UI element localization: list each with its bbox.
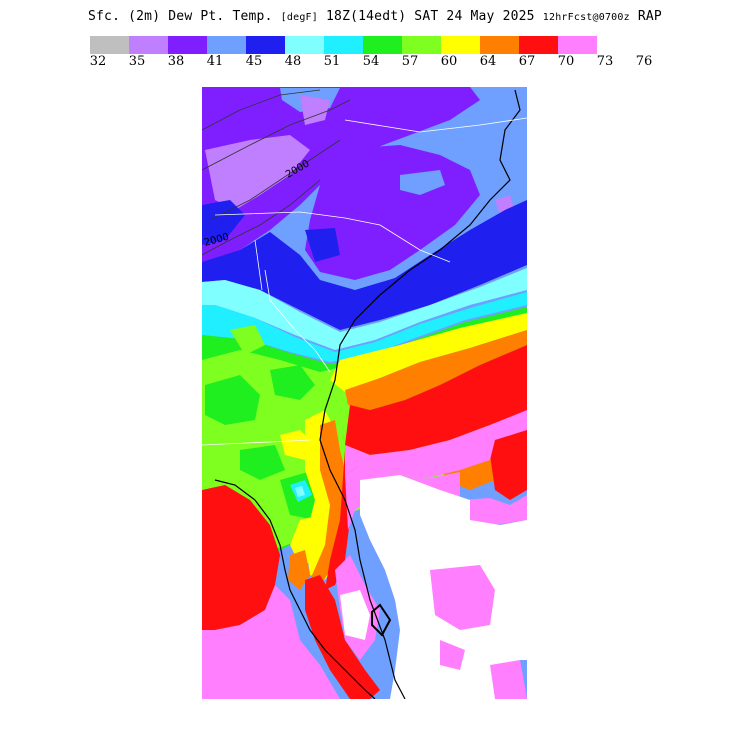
legend-swatch: [558, 36, 597, 54]
legend-swatch: [246, 36, 285, 54]
title-main: Sfc. (2m) Dew Pt. Temp.: [88, 9, 273, 24]
legend-swatch: [207, 36, 246, 54]
legend-swatch: [480, 36, 519, 54]
state-borders: [202, 117, 527, 446]
legend-tick-label: 60: [440, 54, 458, 69]
legend-swatch: [441, 36, 480, 54]
legend-swatch: [90, 36, 129, 54]
legend-swatch: [168, 36, 207, 54]
title-valid-time: 18Z(14edt) SAT 24 May 2025: [326, 9, 535, 24]
coastline-lines: [214, 89, 521, 699]
legend-tick-label: 73: [596, 54, 614, 69]
legend-tick-label: 41: [206, 54, 224, 69]
legend-tick-label: 48: [284, 54, 302, 69]
legend-tick-label: 64: [479, 54, 497, 69]
legend-swatch: [285, 36, 324, 54]
legend-tick-label: 76: [635, 54, 653, 69]
legend-swatch: [129, 36, 168, 54]
legend-ticks: 32 35 38 41 45 48 51 54 57 60 64 67 70 73 76: [0, 54, 729, 72]
legend-tick-label: 38: [167, 54, 185, 69]
map-title: Sfc. (2m) Dew Pt. Temp. [degF] 18Z(14edt…: [88, 9, 662, 24]
legend-tick-label: 45: [245, 54, 263, 69]
legend-tick-label: 67: [518, 54, 536, 69]
legend-tick-label: 54: [362, 54, 380, 69]
title-units: [degF]: [280, 12, 318, 23]
dew-point-field: [202, 87, 527, 699]
legend-tick-label: 70: [557, 54, 575, 69]
legend-swatch: [363, 36, 402, 54]
legend-tick-label: 32: [89, 54, 107, 69]
legend-tick-label: 35: [128, 54, 146, 69]
color-legend: [90, 36, 597, 54]
legend-swatch: [324, 36, 363, 54]
height-contours: [202, 89, 351, 256]
title-model: RAP: [637, 9, 662, 24]
legend-swatch: [402, 36, 441, 54]
legend-tick-label: 51: [323, 54, 341, 69]
legend-tick-label: 57: [401, 54, 419, 69]
title-forecast-info: 12hrFcst@0700z: [542, 12, 630, 23]
legend-swatch: [519, 36, 558, 54]
